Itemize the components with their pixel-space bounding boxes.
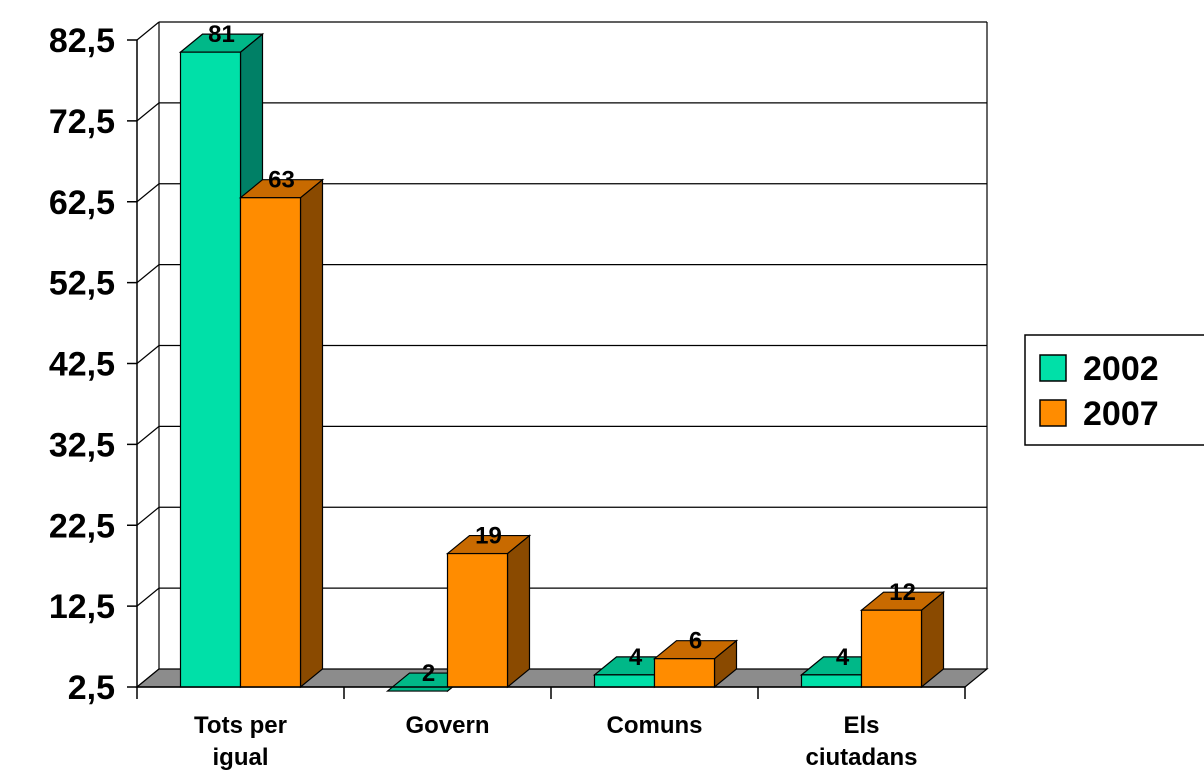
bar-side: [506, 534, 531, 689]
y-tick-label: 52,5: [49, 265, 115, 303]
bar-front: [800, 674, 863, 688]
data-labels: 81 63 2 19 4 6 4 12: [208, 21, 916, 687]
data-label-2002-3: 4: [836, 644, 850, 671]
gridline-diagonal: [136, 264, 160, 284]
y-tick-label: 82,5: [49, 22, 115, 60]
gridline-diagonal: [136, 506, 160, 526]
legend: 2002 2007: [1024, 334, 1204, 446]
x-tick-label-line2: igual: [212, 744, 268, 771]
bar-front: [593, 674, 656, 688]
legend-label-2007: 2007: [1083, 395, 1159, 433]
bar-2007-1: [445, 534, 532, 689]
data-label-2007-3: 12: [889, 579, 916, 606]
x-tick-label: Els: [843, 712, 879, 739]
y-tick-label: 62,5: [49, 184, 115, 222]
data-label-2002-1: 2: [422, 660, 435, 687]
bar-2007-2: [652, 639, 739, 689]
y-tick-label: 12,5: [49, 588, 115, 626]
y-tick-label: 42,5: [49, 346, 115, 384]
y-tick-label: 22,5: [49, 507, 115, 545]
y-tick-label: 72,5: [49, 103, 115, 141]
legend-swatch-2007: [1039, 399, 1067, 427]
gridline-diagonal: [136, 21, 160, 41]
x-tick-label: Comuns: [607, 712, 703, 739]
bar-front: [446, 552, 509, 688]
legend-swatch-2002: [1039, 354, 1067, 382]
bar-side: [299, 178, 324, 689]
gridline-diagonal: [136, 345, 160, 364]
bar-2007-3: [859, 590, 946, 689]
data-label-2007-1: 19: [475, 523, 502, 550]
bars: [178, 32, 946, 693]
gridline-diagonal: [136, 587, 160, 607]
x-tick-label-line2: ciutadans: [805, 744, 917, 771]
x-tick-label: Govern: [405, 712, 489, 739]
bar-front: [179, 51, 242, 688]
gridline-diagonal: [136, 102, 160, 122]
x-tick-label: Tots per: [194, 712, 287, 739]
data-label-2002-2: 4: [629, 644, 643, 671]
data-label-2007-0: 63: [268, 167, 295, 194]
axes: 2,5 12,5 22,5 32,5 42,5 52,5 62,5 72,5 82,5 Tots …: [49, 22, 966, 771]
gridline-diagonal: [136, 425, 160, 445]
data-label-2002-0: 81: [208, 21, 235, 48]
data-label-2007-2: 6: [689, 628, 702, 655]
gridline-diagonal: [136, 183, 160, 203]
y-tick-label: 2,5: [68, 669, 115, 707]
bar-2007-0: [238, 178, 325, 689]
bar-front: [239, 197, 302, 688]
bar-front: [653, 658, 716, 688]
y-tick-label: 32,5: [49, 426, 115, 464]
bar-front: [860, 609, 923, 688]
legend-label-2002: 2002: [1083, 350, 1159, 388]
